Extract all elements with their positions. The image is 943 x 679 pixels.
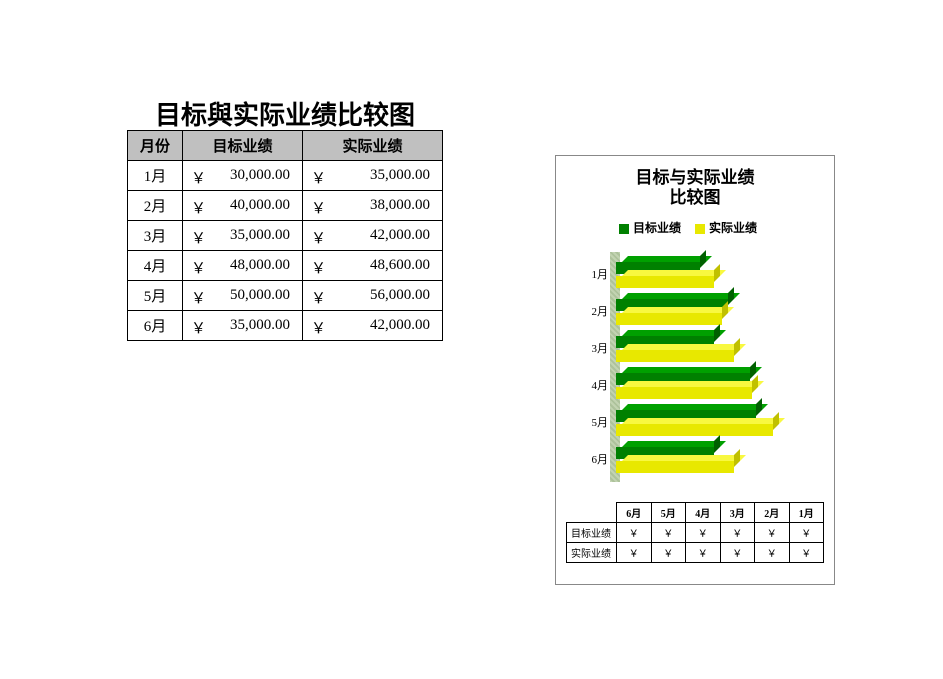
chart-dt-cell: ￥ (651, 542, 686, 562)
cell-target: ￥40,000.00 (183, 191, 303, 221)
page-title: 目标與实际业绩比较图 (155, 95, 415, 132)
table-row: 3月￥35,000.00￥42,000.00 (128, 221, 443, 251)
performance-table: 月份 目标业绩 实际业绩 1月￥30,000.00￥35,000.002月￥40… (127, 130, 443, 341)
cell-actual: ￥42,000.00 (303, 311, 443, 341)
chart-dt-cell: ￥ (789, 522, 824, 542)
chart-dt-colhead: 2月 (755, 502, 790, 522)
chart-dt-colhead: 4月 (686, 502, 721, 522)
chart-y-label: 6月 (592, 451, 609, 467)
chart-dt-cell: ￥ (617, 542, 652, 562)
table-row: 5月￥50,000.00￥56,000.00 (128, 281, 443, 311)
chart-y-label: 3月 (592, 340, 609, 356)
bar-actual (616, 313, 722, 325)
chart-dt-cell: ￥ (720, 542, 755, 562)
chart-dt-cell: ￥ (789, 542, 824, 562)
chart-title: 目标与实际业绩 比较图 (566, 168, 824, 209)
chart-dt-colhead: 5月 (651, 502, 686, 522)
cell-month: 3月 (128, 221, 183, 251)
bar-actual (616, 276, 714, 288)
chart-dt-colhead: 3月 (720, 502, 755, 522)
cell-actual: ￥48,600.00 (303, 251, 443, 281)
cell-month: 2月 (128, 191, 183, 221)
chart-dt-rowhead: 目标业绩 (567, 522, 617, 542)
th-actual: 实际业绩 (303, 131, 443, 161)
cell-actual: ￥35,000.00 (303, 161, 443, 191)
chart-container: 目标与实际业绩 比较图 目标业绩实际业绩 1月2月3月4月5月6月 6月5月4月… (555, 155, 835, 585)
cell-target: ￥48,000.00 (183, 251, 303, 281)
chart-dt-cell: ￥ (755, 542, 790, 562)
chart-dt-cell: ￥ (686, 542, 721, 562)
chart-dt-cell: ￥ (720, 522, 755, 542)
cell-target: ￥50,000.00 (183, 281, 303, 311)
chart-y-label: 1月 (592, 266, 609, 282)
legend-swatch (695, 224, 705, 234)
cell-month: 6月 (128, 311, 183, 341)
chart-y-label: 5月 (592, 414, 609, 430)
legend-label: 实际业绩 (709, 221, 757, 235)
chart-dt-colhead: 1月 (789, 502, 824, 522)
table-row: 2月￥40,000.00￥38,000.00 (128, 191, 443, 221)
cell-actual: ￥42,000.00 (303, 221, 443, 251)
chart-data-table: 6月5月4月3月2月1月目标业绩￥￥￥￥￥￥实际业绩￥￥￥￥￥￥ (566, 502, 824, 563)
chart-y-label: 2月 (592, 303, 609, 319)
chart-legend: 目标业绩 实际业绩 (566, 219, 824, 236)
chart-dt-cell: ￥ (651, 522, 686, 542)
table-row: 4月￥48,000.00￥48,600.00 (128, 251, 443, 281)
cell-month: 5月 (128, 281, 183, 311)
table-row: 6月￥35,000.00￥42,000.00 (128, 311, 443, 341)
bar-actual (616, 461, 734, 473)
th-target: 目标业绩 (183, 131, 303, 161)
cell-month: 1月 (128, 161, 183, 191)
chart-dt-cell: ￥ (686, 522, 721, 542)
cell-target: ￥35,000.00 (183, 221, 303, 251)
cell-actual: ￥56,000.00 (303, 281, 443, 311)
chart-dt-cell: ￥ (755, 522, 790, 542)
cell-actual: ￥38,000.00 (303, 191, 443, 221)
chart-plot-area: 1月 2月 3月 4月 5月 6月 (566, 252, 824, 492)
cell-target: ￥30,000.00 (183, 161, 303, 191)
th-month: 月份 (128, 131, 183, 161)
bar-actual (616, 350, 734, 362)
legend-label: 目标业绩 (633, 221, 681, 235)
table-row: 1月￥30,000.00￥35,000.00 (128, 161, 443, 191)
chart-y-label: 4月 (592, 377, 609, 393)
bar-actual (616, 424, 773, 436)
cell-month: 4月 (128, 251, 183, 281)
cell-target: ￥35,000.00 (183, 311, 303, 341)
chart-dt-rowhead: 实际业绩 (567, 542, 617, 562)
bar-actual (616, 387, 752, 399)
chart-dt-colhead: 6月 (617, 502, 652, 522)
chart-dt-cell: ￥ (617, 522, 652, 542)
legend-swatch (619, 224, 629, 234)
